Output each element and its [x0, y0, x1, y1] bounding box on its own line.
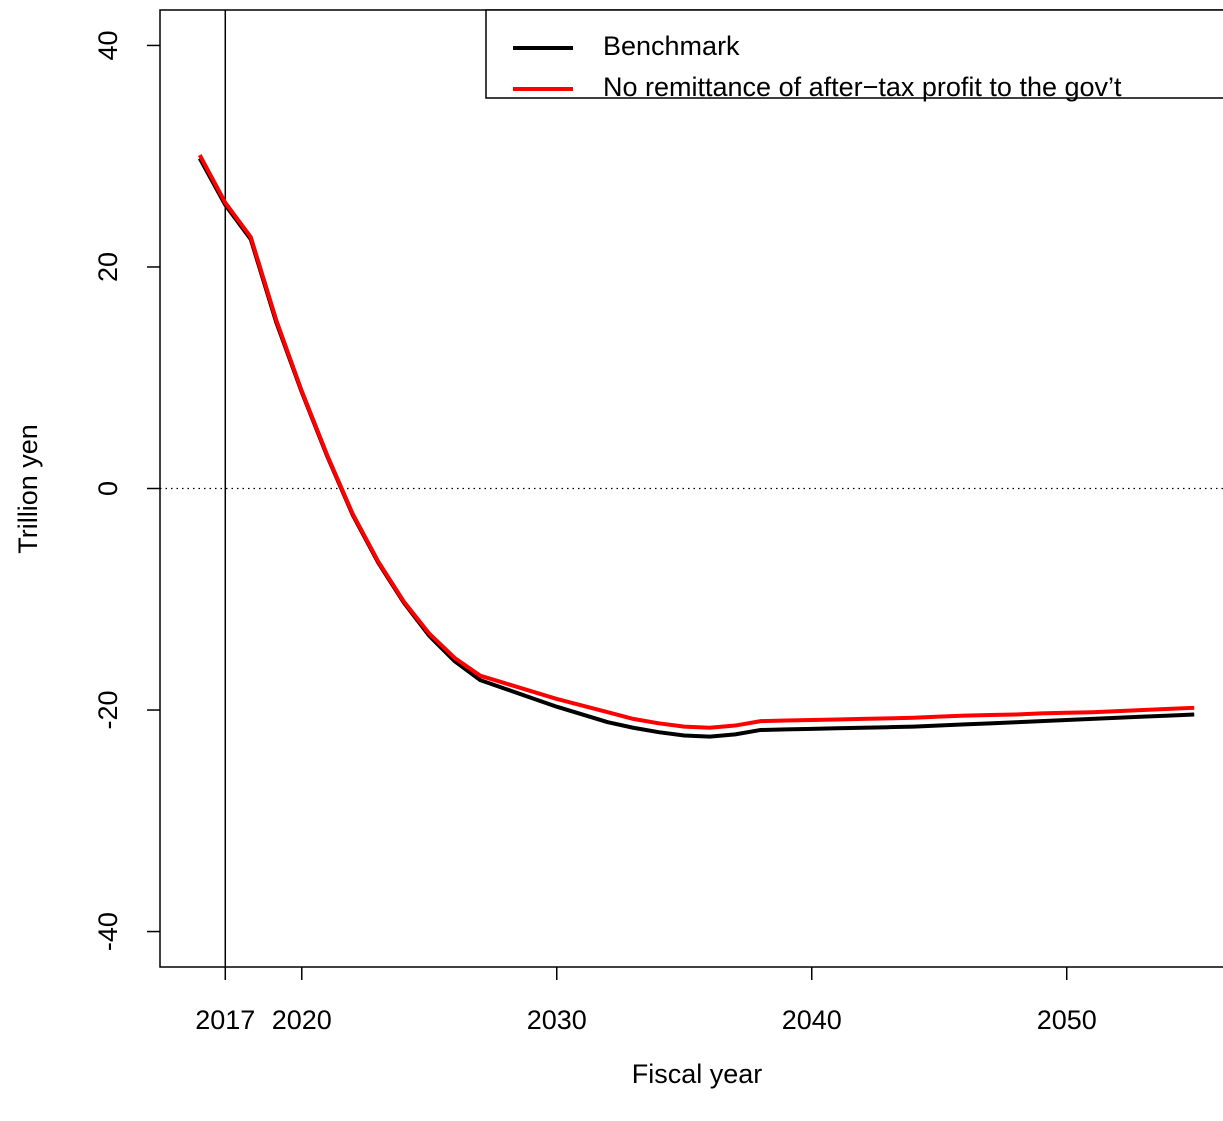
y-tick-label: -20: [93, 691, 123, 730]
legend-label: No remittance of after−tax profit to the…: [603, 72, 1122, 102]
y-axis-label: Trillion yen: [13, 424, 43, 554]
plot-frame: [159, 9, 1223, 968]
series-line: [198, 157, 1195, 739]
x-tick-label: 2030: [527, 1005, 587, 1035]
x-tick-label: 2040: [782, 1005, 842, 1035]
y-tick-label: 40: [93, 30, 123, 60]
y-tick-label: 0: [93, 481, 123, 496]
y-tick-label: -40: [93, 912, 123, 951]
legend-label: Benchmark: [603, 31, 740, 61]
x-tick-label: 2020: [272, 1005, 332, 1035]
series-line: [198, 154, 1195, 730]
legend-box: [485, 9, 1223, 99]
x-axis-label: Fiscal year: [632, 1059, 763, 1089]
x-tick-label: 2050: [1037, 1005, 1097, 1035]
y-tick-label: 20: [93, 252, 123, 282]
x-tick-label: 2017: [195, 1005, 255, 1035]
